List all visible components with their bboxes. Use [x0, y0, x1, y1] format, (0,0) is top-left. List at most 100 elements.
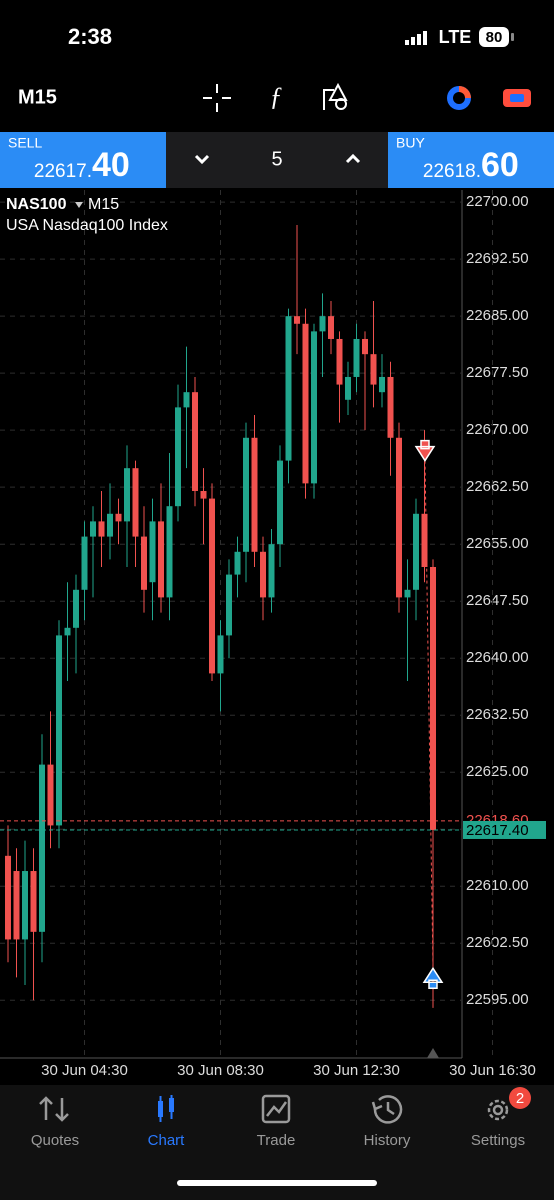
candle-body [226, 574, 232, 636]
signal-icon [405, 31, 427, 45]
candle-body [13, 871, 20, 940]
candle-body [200, 490, 207, 499]
account-icon[interactable] [503, 89, 531, 107]
badge-count: 2 [516, 1090, 524, 1107]
candle-body [124, 468, 130, 522]
nav-label[interactable]: Chart [148, 1132, 186, 1149]
candle-body [183, 392, 190, 408]
candle-body [362, 338, 368, 355]
trade-link [424, 460, 434, 969]
network: LTE [439, 27, 472, 47]
candle-body [30, 871, 37, 932]
y-tick-label: 22655.00 [466, 535, 529, 552]
candle-body [294, 316, 300, 324]
candle-body [328, 316, 334, 339]
candle-body [345, 376, 351, 400]
buy-price-main: 22618. [423, 161, 481, 182]
candle-body [5, 855, 11, 940]
candle-body [413, 513, 419, 590]
candle-body [149, 521, 156, 583]
bid-label-box [463, 820, 546, 839]
candle-body [311, 331, 317, 484]
y-tick-label: 22662.50 [466, 478, 529, 495]
signals-icon[interactable] [447, 86, 471, 110]
chart-icon [158, 1095, 174, 1122]
settings-badge [509, 1087, 531, 1109]
candle-body [268, 544, 275, 598]
candle-body [115, 513, 122, 522]
candle-body [64, 627, 71, 636]
candle-body [396, 437, 402, 598]
crosshair-icon[interactable] [203, 84, 231, 112]
candle-body [81, 536, 88, 590]
y-tick-label: 22647.50 [466, 592, 529, 609]
timeframe-button[interactable]: M15 [18, 86, 57, 108]
symbol-dropdown[interactable] [75, 202, 83, 208]
candle-body [243, 437, 249, 552]
candle-body [39, 764, 45, 932]
trade-icon [261, 1094, 291, 1124]
buy-button[interactable] [388, 132, 554, 188]
y-tick-label: 22670.00 [466, 421, 529, 438]
candle-body [141, 536, 147, 590]
indicators-icon[interactable]: ƒ [270, 82, 283, 111]
x-tick-label: 30 Jun 12:30 [313, 1062, 400, 1079]
y-tick-label: 22610.00 [466, 877, 529, 894]
volume-up[interactable] [345, 153, 361, 164]
buy-marker [422, 966, 444, 990]
x-tick-label: 30 Jun 04:30 [41, 1062, 128, 1079]
y-tick-label: 22602.50 [466, 934, 529, 951]
sell-price-main: 22617. [34, 161, 92, 182]
candle-body [302, 323, 309, 484]
sell-button[interactable] [0, 132, 166, 188]
y-tick-label: 22677.50 [466, 364, 529, 381]
battery-level: 80 [486, 29, 503, 46]
candle-body [379, 376, 385, 393]
candle-body [22, 871, 28, 940]
candle-body [90, 521, 96, 537]
candle-body [370, 354, 377, 385]
candle-body [166, 506, 173, 598]
candle-body [158, 521, 164, 598]
candle-body [421, 513, 428, 567]
candle-body [387, 376, 394, 438]
y-tick-label: 22625.00 [466, 763, 529, 780]
bid-label: 22617.40 [466, 822, 529, 839]
candle-body [285, 316, 292, 461]
volume-down[interactable] [194, 154, 210, 165]
history-icon [371, 1095, 403, 1124]
home-indicator [177, 1180, 377, 1186]
candle-body [98, 521, 105, 537]
y-tick-label: 22595.00 [466, 991, 529, 1008]
candle-body [260, 551, 266, 598]
candle-body [217, 635, 224, 674]
battery-tip [511, 33, 514, 41]
symbol: NAS100 [6, 196, 67, 213]
y-tick-label: 22632.50 [466, 706, 529, 723]
objects-icon[interactable] [323, 82, 348, 110]
candle-body [234, 551, 241, 575]
chart-timeframe: M15 [88, 196, 119, 213]
candle-body [107, 513, 113, 537]
current-bar-marker [427, 1048, 439, 1058]
settings-icon [487, 1099, 509, 1121]
sell-marker [414, 439, 436, 462]
nav-label[interactable]: Trade [257, 1132, 296, 1149]
candle-body [209, 498, 215, 674]
candle-body [73, 589, 79, 628]
y-tick-label: 22692.50 [466, 250, 529, 267]
candle-body [56, 635, 62, 826]
nav-label[interactable]: Settings [471, 1132, 525, 1149]
sell-price-big: 40 [92, 146, 130, 184]
candle-body [192, 392, 198, 491]
candle-body [175, 407, 181, 507]
chart: 22700.00 22692.50 22685.00 22677.50 22670.00… [0, 190, 546, 1079]
candle-body [319, 316, 326, 332]
y-tick-label: 22700.00 [466, 193, 529, 210]
volume[interactable]: 5 [271, 148, 282, 170]
candle-body [47, 764, 54, 826]
candle-body [353, 338, 360, 377]
nav-label[interactable]: History [364, 1132, 411, 1149]
nav-label[interactable]: Quotes [31, 1132, 79, 1149]
